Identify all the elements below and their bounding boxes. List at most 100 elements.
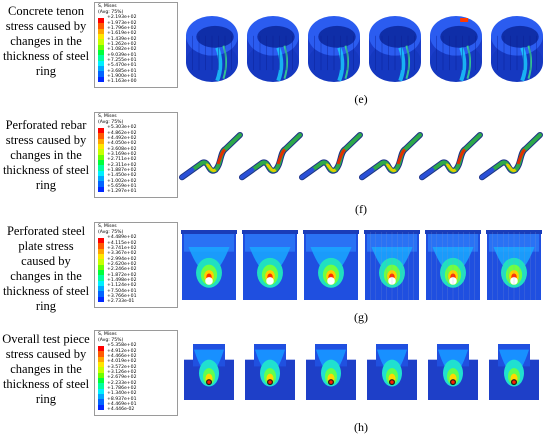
legend-value: +4.446e-02 (107, 407, 135, 413)
legend-value: +1.124e+02 (107, 283, 137, 289)
legend-swatch (98, 377, 104, 384)
legend-value: +2.620e+02 (107, 261, 137, 267)
legend-swatch (98, 33, 104, 40)
caption-line: ring (35, 299, 57, 313)
legend-value: +3.741e+02 (107, 245, 137, 251)
caption-line: changes in the (10, 34, 82, 48)
legend-value: +7.255e+01 (107, 57, 137, 63)
ring-stress-band (398, 46, 406, 82)
legend-swatch (98, 186, 104, 192)
legend-f: S, Mises (Avg: 75%) +5.303e+02 +4.862e+02 +4… (94, 112, 178, 198)
rebar-stress-zone (325, 163, 337, 173)
legend-values: +4.489e+02 +4.115e+02 +3.741e+02 +3.367e+02… (107, 235, 137, 304)
ring-hole (501, 25, 539, 48)
legend-value: +9.039e+01 (107, 52, 137, 58)
legend-colorbar (98, 237, 104, 302)
legend-value: +2.994e+02 (107, 256, 137, 262)
legend-title: S, Mises (98, 224, 117, 229)
legend-value: +2.193e+02 (107, 15, 137, 21)
legend-swatch (98, 175, 104, 182)
legend-value: +2.311e+02 (107, 162, 137, 168)
legend-swatch (98, 291, 104, 297)
ring-stress-band (405, 45, 411, 80)
caption-line: ring (35, 392, 57, 406)
fe-model-row-g (181, 230, 542, 300)
legend-swatch (98, 248, 104, 254)
legend-value: +3.608e+02 (107, 146, 137, 152)
ring-stress-band (222, 45, 228, 80)
specimen-hole-edge (451, 380, 455, 384)
legend-swatch (98, 165, 104, 171)
fe-model-row-e (186, 16, 543, 82)
legend-swatch (98, 39, 104, 45)
rebar-model-5 (419, 131, 483, 181)
caption-line: thickness of steel (2, 377, 90, 391)
legend-swatch (98, 76, 104, 82)
legend-swatch (98, 49, 104, 56)
caption-line: ring (35, 178, 57, 192)
legend-value: +3.572e+02 (107, 364, 137, 370)
rebar-stress-zone (336, 148, 346, 165)
caption-line: changes in the (10, 269, 82, 283)
ring-stress-band (337, 46, 345, 82)
rebar-model-3 (299, 131, 363, 181)
legend-value: +1.786e+02 (107, 385, 137, 391)
panel-f: Perforated rebar stress caused by change… (0, 110, 550, 218)
specimen-model-6 (489, 344, 539, 400)
legend-swatch (98, 55, 104, 61)
ring-stress-band (466, 45, 472, 80)
legend-h: S, Mises (Avg: 75%) +5.358e+02 +4.912e+02 +4… (94, 330, 178, 416)
legend-subtitle: (Avg: 75%) (98, 9, 124, 15)
plate-hole (205, 277, 213, 285)
ring-model-6 (491, 16, 543, 82)
legend-swatch (98, 253, 104, 260)
legend-values: +5.358e+02 +4.912e+02 +4.466e+02 +4.019e+02… (107, 343, 137, 412)
specimen-model-2 (245, 344, 295, 400)
legend-swatch (98, 159, 104, 166)
rebar-stress-zone (265, 163, 277, 173)
legend-value: +2.246e+02 (107, 267, 137, 273)
legend-value: +3.169e+02 (107, 151, 137, 157)
legend-swatch (98, 170, 104, 176)
plate-flange (181, 230, 237, 234)
caption-f: Perforated rebar stress caused by change… (0, 118, 92, 193)
rebar-end (420, 167, 435, 180)
ring-hole (257, 25, 295, 48)
legend-swatch (98, 149, 104, 155)
legend-swatch (98, 361, 104, 368)
legend-value: +4.912e+02 (107, 348, 137, 354)
legend-title: S, Mises (98, 4, 117, 9)
rebar-model-6 (479, 131, 543, 181)
ring-hole (379, 25, 417, 48)
legend-value: +1.796e+02 (107, 25, 137, 31)
legend-swatch (98, 138, 104, 144)
legend-swatch (98, 127, 104, 134)
rebar-stress-zone (456, 148, 466, 165)
caption-line: Perforated steel (6, 224, 86, 238)
legend-swatch (98, 372, 104, 378)
ring-stress-band (276, 46, 284, 82)
legend-swatch (98, 65, 104, 72)
legend-swatch (98, 181, 104, 187)
legend-subtitle: (Avg: 75%) (98, 119, 124, 125)
specimen-hole-edge (329, 380, 333, 384)
legend-swatch (98, 285, 104, 292)
legend-header: S, Mises (Avg: 75%) (95, 3, 177, 15)
rebar-end (360, 167, 375, 180)
legend-header: S, Mises (Avg: 75%) (95, 113, 177, 125)
legend-value: +1.973e+02 (107, 20, 137, 26)
ring-hole (196, 25, 234, 48)
legend-value: +1.340e+02 (107, 391, 137, 397)
legend-swatch (98, 351, 104, 357)
rebar-stress-zone (445, 163, 457, 173)
rebar-stress-zone (276, 148, 286, 165)
legend-value: +1.900e+01 (107, 73, 137, 79)
ring-model-3 (308, 16, 360, 82)
legend-swatch (98, 393, 104, 400)
legend-value: +4.019e+02 (107, 359, 137, 365)
legend-swatch (98, 356, 104, 362)
legend-value: +4.469e+01 (107, 401, 137, 407)
legend-value: +3.766e+01 (107, 293, 137, 299)
legend-swatch (98, 280, 104, 286)
legend-value: +5.303e+02 (107, 125, 137, 131)
